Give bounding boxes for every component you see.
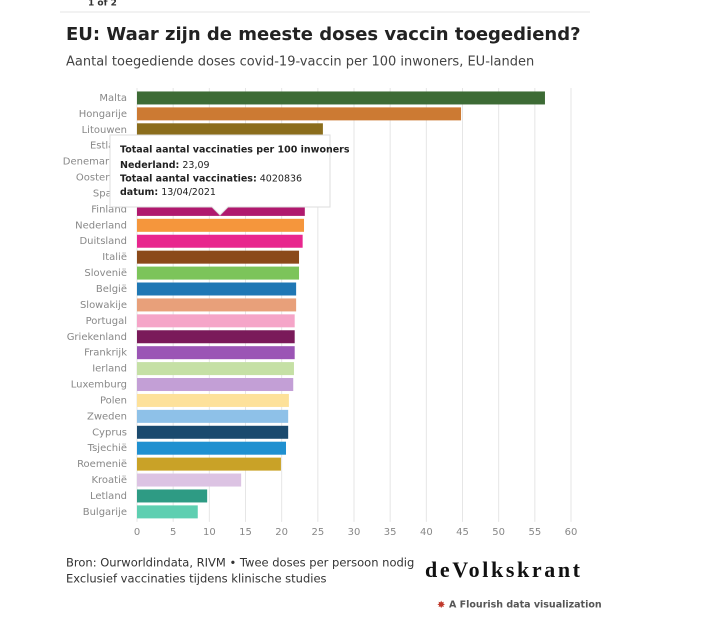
bar [137, 378, 294, 392]
tooltip-title: Totaal aantal vaccinaties per 100 inwone… [120, 145, 350, 156]
tooltip-line: Totaal aantal vaccinaties: 4020836 [120, 173, 302, 184]
x-tick-label: 60 [565, 527, 578, 538]
y-tick-label: Tsjechië [87, 443, 127, 454]
bar [137, 330, 295, 344]
bar [137, 250, 300, 264]
x-tick-label: 0 [134, 527, 140, 538]
x-tick-label: 50 [492, 527, 505, 538]
x-tick-label: 5 [170, 527, 176, 538]
tooltip-value: 13/04/2021 [161, 187, 216, 198]
x-tick-label: 30 [348, 527, 361, 538]
source: Bron: Ourworldindata, RIVM • Twee doses … [66, 556, 414, 570]
pager: 1 of 2 [88, 0, 117, 9]
y-tick-label: Frankrijk [84, 348, 127, 359]
bar [137, 298, 297, 312]
flourish-star: ✸ [437, 600, 445, 611]
credit[interactable]: A Flourish data visualization [449, 600, 602, 611]
y-tick-label: Luxemburg [71, 380, 127, 391]
bar [137, 314, 295, 328]
y-tick-label: Griekenland [67, 332, 127, 343]
bar [137, 473, 242, 487]
tooltip-value: 23,09 [182, 160, 209, 171]
y-tick-label: Finland [91, 204, 127, 215]
y-tick-label: Portugal [86, 316, 127, 327]
chart-subtitle: Aantal toegediende doses covid-19-vaccin… [66, 55, 534, 70]
y-tick-label: Cyprus [92, 427, 127, 438]
bar [137, 393, 289, 407]
y-tick-label: Litouwen [82, 125, 127, 136]
bar [137, 123, 323, 137]
bar [137, 346, 295, 360]
bar [137, 362, 294, 376]
y-tick-label: Italië [102, 252, 127, 263]
note: Exclusief vaccinaties tijdens klinische … [66, 572, 327, 586]
x-tick-label: 10 [203, 527, 216, 538]
chart-title: EU: Waar zijn de meeste doses vaccin toe… [66, 24, 581, 45]
y-tick-label: Zweden [87, 411, 127, 422]
x-tick-label: 20 [275, 527, 288, 538]
bar [137, 234, 303, 248]
bar [137, 282, 297, 296]
y-tick-label: Malta [99, 93, 127, 104]
y-tick-label: Kroatië [91, 475, 127, 486]
bar [137, 218, 305, 232]
y-tick-label: België [96, 284, 127, 295]
y-tick-label: Denemarken [63, 157, 127, 168]
y-tick-label: Oostenrijk [76, 173, 127, 184]
bar [137, 107, 462, 121]
y-tick-label: Slowakije [80, 300, 127, 311]
bar [137, 505, 198, 519]
tooltip-line: Nederland: 23,09 [120, 160, 210, 171]
tooltip-label: Totaal aantal vaccinaties: [120, 173, 257, 184]
y-tick-label: Nederland [75, 220, 127, 231]
bar [137, 441, 287, 455]
tooltip-label: Nederland: [120, 160, 179, 171]
y-tick-label: Slovenië [84, 268, 127, 279]
y-tick-label: Letland [90, 491, 127, 502]
tooltip-label: datum: [120, 187, 158, 198]
logo: deVolkskrant [425, 557, 581, 582]
bar [137, 266, 300, 280]
tooltip-line: datum: 13/04/2021 [120, 187, 216, 198]
x-tick-label: 40 [420, 527, 433, 538]
y-tick-label: Estland [90, 141, 127, 152]
x-tick-label: 45 [456, 527, 469, 538]
y-tick-label: Roemenië [77, 459, 127, 470]
y-tick-label: Bulgarije [83, 507, 127, 518]
x-tick-label: 55 [528, 527, 541, 538]
tooltip-box [109, 134, 331, 216]
y-tick-label: Ierland [92, 364, 127, 375]
bar [137, 489, 208, 503]
bar [137, 409, 289, 423]
bar [137, 91, 545, 105]
bar [137, 425, 289, 439]
bar [137, 457, 281, 471]
tooltip-value: 4020836 [260, 173, 302, 184]
x-tick-label: 15 [239, 527, 252, 538]
x-tick-label: 25 [311, 527, 324, 538]
tooltip: Totaal aantal vaccinaties per 100 inwone… [109, 134, 350, 216]
plot: 0 5 10 15 20 25 30 35 40 45 50 55 60 Malta Hongarije Li… [63, 88, 578, 538]
y-tick-label: Hongarije [79, 109, 127, 120]
y-tick-label: Polen [100, 395, 127, 406]
x-tick-label: 35 [384, 527, 397, 538]
y-tick-label: Duitsland [79, 236, 127, 247]
